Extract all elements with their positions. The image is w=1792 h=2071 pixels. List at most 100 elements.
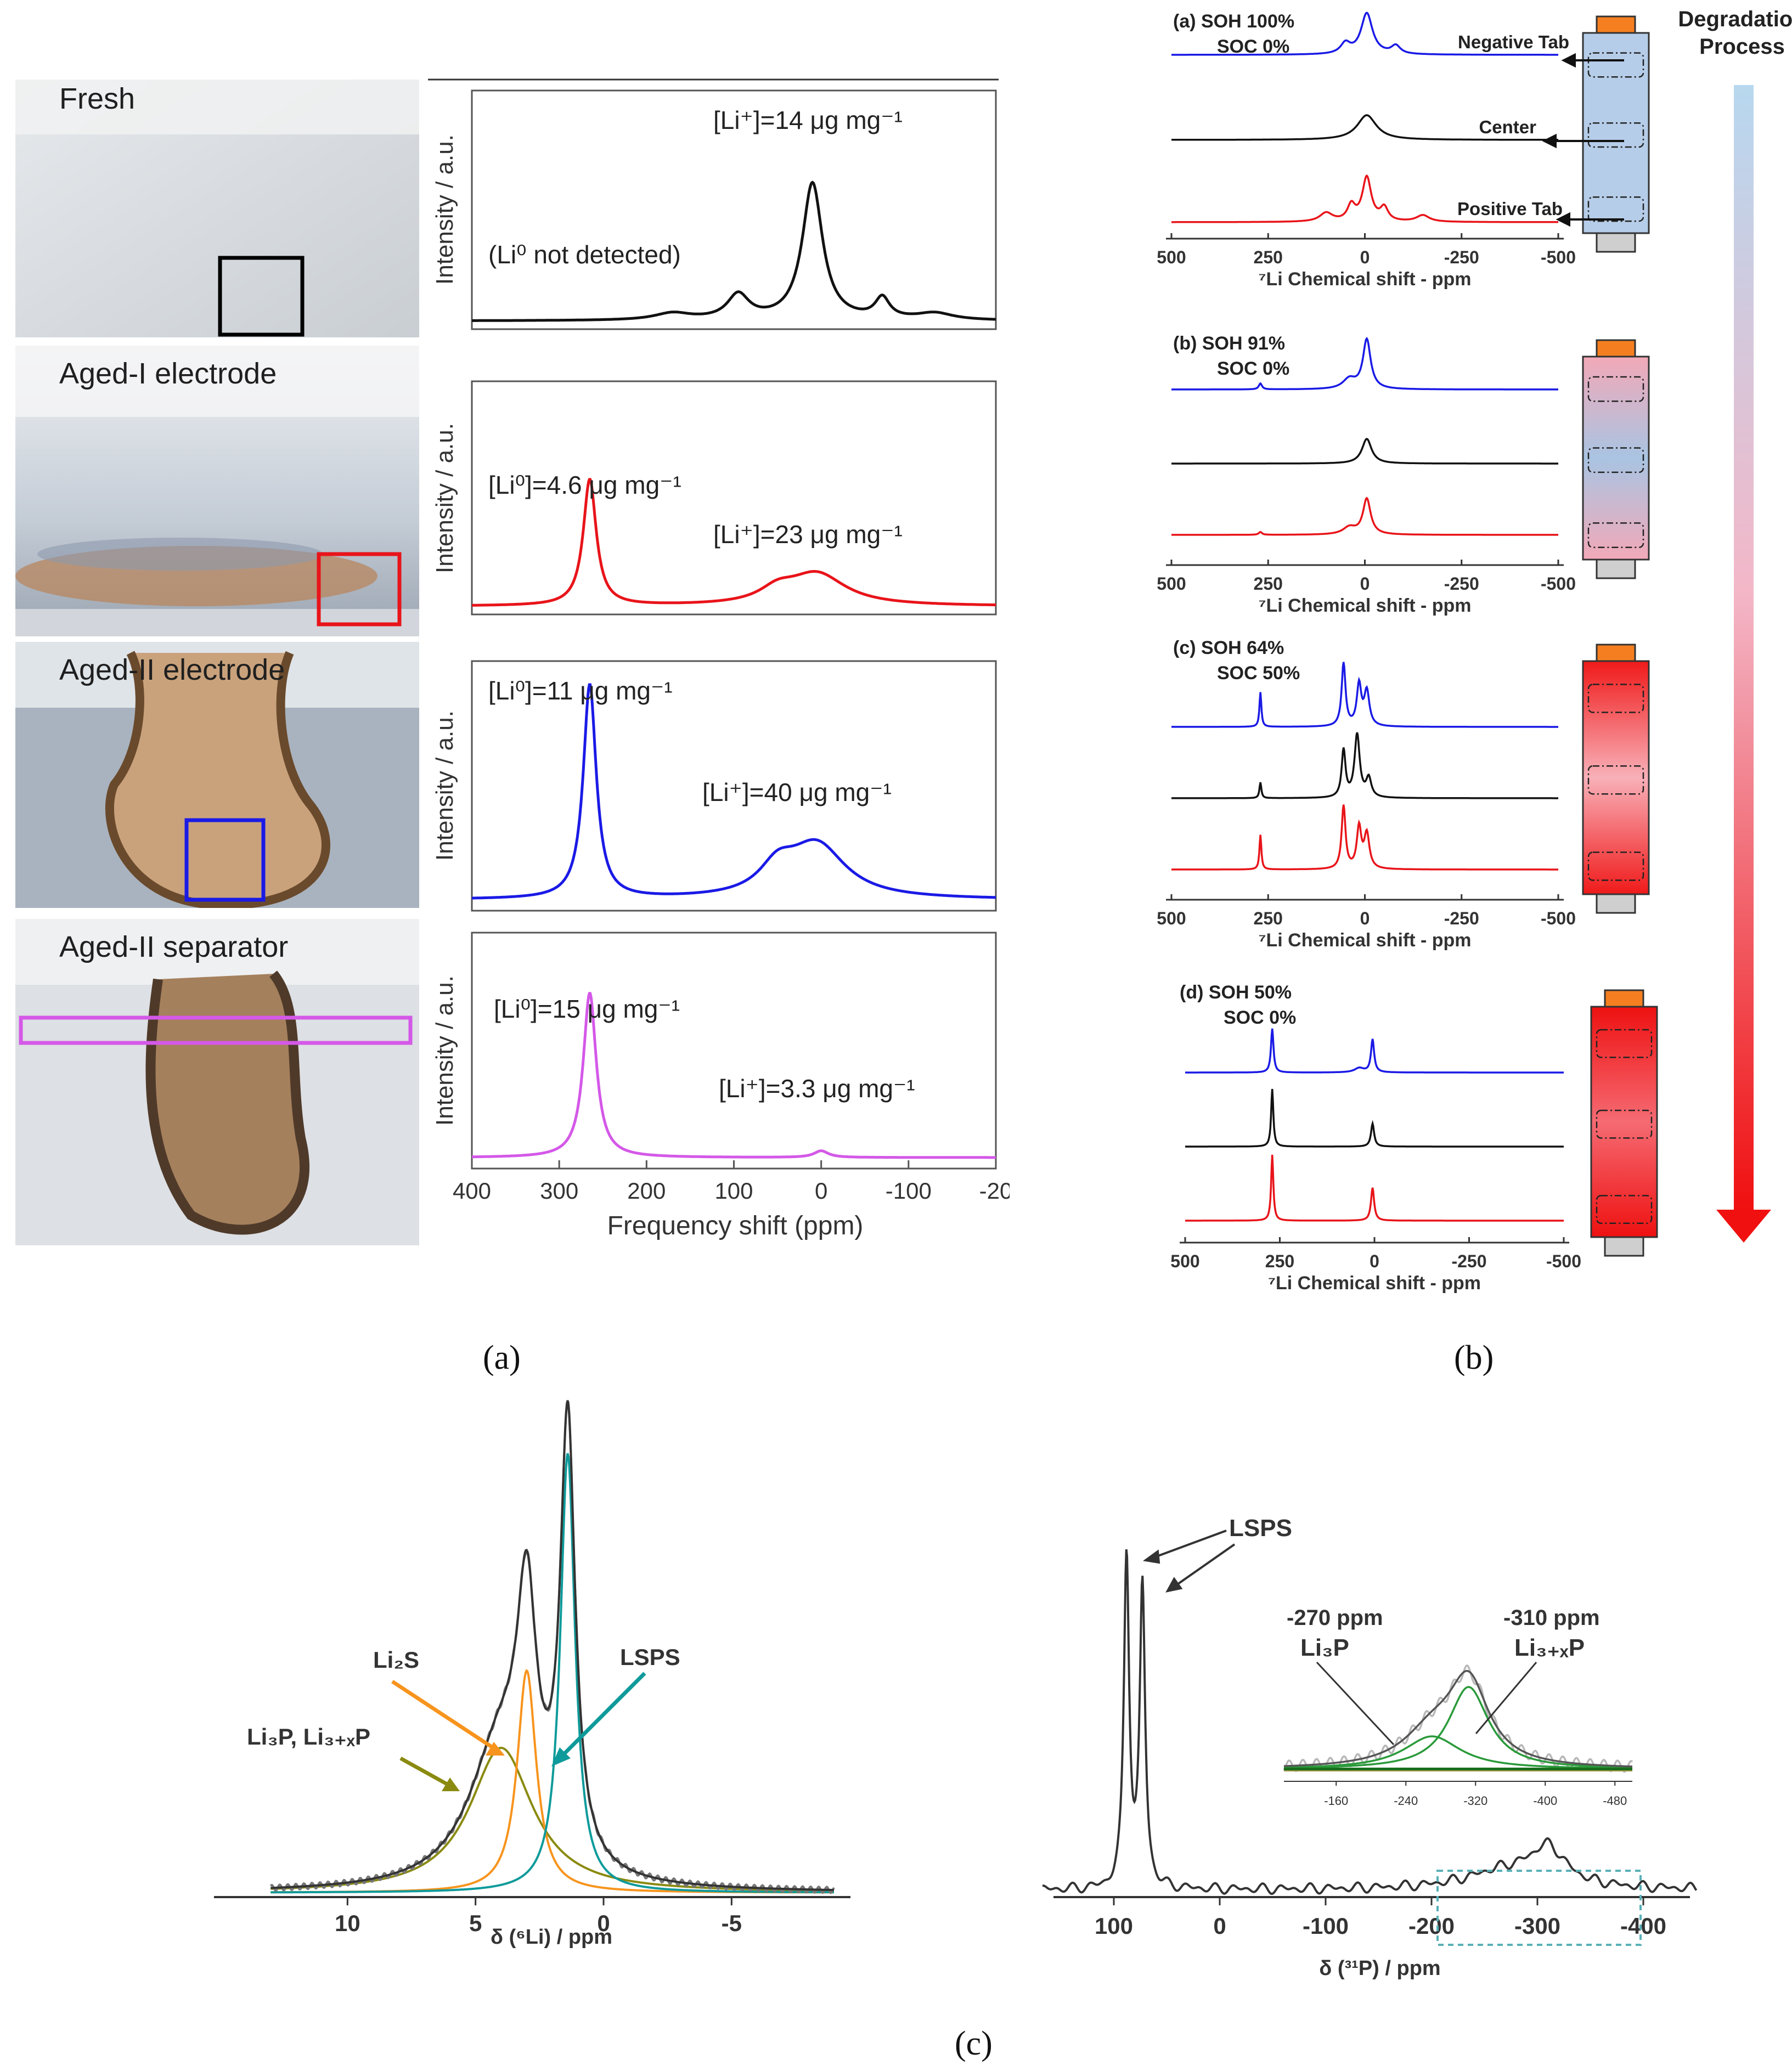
degradation-title-2: Process <box>1699 35 1785 59</box>
c-inset-xtick: -320 <box>1463 1794 1487 1808</box>
c-inset-li3xp-fit <box>1284 1686 1632 1769</box>
b-xtick: 250 <box>1254 247 1283 267</box>
c-right-inset-region <box>1436 1870 1642 1946</box>
b-spectrum-c-negative <box>1171 662 1558 728</box>
ylabel-aged1: Intensity / a.u. <box>431 423 458 573</box>
c-label-li3p: Li₃P, Li₃₊ₓP <box>247 1724 370 1750</box>
b-xtick: -250 <box>1451 1251 1486 1271</box>
photo-label-aged1: Aged-I electrode <box>59 357 277 390</box>
c-left-xtick: 0 <box>597 1910 610 1936</box>
b-tag-d: (d) SOH 50% <box>1180 982 1292 1003</box>
ylabel-separator: Intensity / a.u. <box>431 975 458 1126</box>
c-right-xtick: -300 <box>1514 1913 1560 1939</box>
b-xtick: -500 <box>1541 247 1576 267</box>
b-soc-d: SOC 0% <box>1224 1007 1296 1028</box>
annot-aged1-li-plus: [Li⁺]=23 μg mg⁻¹ <box>713 520 903 549</box>
b-xtick: -500 <box>1546 1251 1581 1271</box>
c-inset-li3p-fit <box>1283 1735 1632 1769</box>
b-spectrum-d-positive <box>1185 1154 1564 1222</box>
panel-c-right: 100 0 -100 -200 -300 -400 δ (³¹P) / ppm LSPS … <box>1042 1515 1698 1980</box>
panel-a-xaxis: 400 300 200 100 0 -100 -20 <box>453 1160 1010 1204</box>
b-xtick: -250 <box>1444 247 1479 267</box>
aged2-region-box <box>184 818 266 902</box>
c-right-xtick: -100 <box>1303 1913 1349 1939</box>
b-spectrum-a-center <box>1171 114 1558 141</box>
annot-fresh-li0: (Li⁰ not detected) <box>488 240 681 269</box>
panel-c-left-xaxis: 10 5 0 -5 <box>335 1897 742 1936</box>
fresh-region-box <box>218 256 305 337</box>
annot-aged1-li0: [Li⁰]=4.6 μg mg⁻¹ <box>488 471 681 499</box>
panel-a-spectra: Intensity / a.u. Intensity / a.u. Intens… <box>428 78 1010 1240</box>
b-xtick: 0 <box>1360 908 1370 928</box>
b-soc-a: SOC 0% <box>1217 36 1289 57</box>
c-right-xtick: 100 <box>1095 1913 1133 1939</box>
caption-a: (a) <box>483 1339 521 1376</box>
c-left-xtick: -5 <box>722 1910 742 1936</box>
annot-aged2-li-plus: [Li⁺]=40 μg mg⁻¹ <box>702 778 892 806</box>
b-spectrum-b-center <box>1171 438 1558 465</box>
degradation-title-1: Degradation <box>1678 7 1792 31</box>
b-xtick: 500 <box>1157 247 1186 267</box>
b-soc-b: SOC 0% <box>1217 358 1289 379</box>
panel-c-right-xaxis: 100 0 -100 -200 -300 -400 <box>1095 1897 1666 1939</box>
a-xtick: 400 <box>453 1178 491 1204</box>
pos-negative-tab: Negative Tab <box>1458 32 1569 52</box>
annot-aged2-li0: [Li⁰]=11 μg mg⁻¹ <box>488 676 673 705</box>
b-tag-a: (a) SOH 100% <box>1173 11 1294 32</box>
c-inset-270: -270 ppm <box>1287 1606 1383 1630</box>
ylabel-aged2: Intensity / a.u. <box>431 710 458 861</box>
panel-c-left: 10 5 0 -5 δ (⁶Li) / ppm Li₂S LSPS Li₃P, Li₃… <box>214 1400 850 1949</box>
b-spectrum-c-positive <box>1171 804 1558 871</box>
b-xlabel: ⁷Li Chemical shift - ppm <box>1258 930 1471 951</box>
b-xtick: 500 <box>1157 908 1186 928</box>
c-inset-li3p: Li₃P <box>1300 1634 1349 1661</box>
b-xtick: 0 <box>1360 574 1370 594</box>
b-xtick: -250 <box>1444 908 1479 928</box>
b-xlabel: ⁷Li Chemical shift - ppm <box>1268 1273 1481 1294</box>
spectrum-aged2 <box>472 683 996 900</box>
b-spectrum-b-negative <box>1171 336 1558 391</box>
c-right-inset: -160 -240 -320 -400 -480 <box>1283 1661 1633 1808</box>
a-xtick: 200 <box>627 1178 666 1204</box>
c-right-xtick: -400 <box>1620 1913 1666 1939</box>
c-inset-xtick: -400 <box>1533 1794 1557 1808</box>
spectrum-fresh <box>472 180 996 322</box>
b-xtick: 500 <box>1170 1251 1199 1271</box>
degradation-arrow-shaft <box>1734 85 1754 1210</box>
photo-aged1-electrode: Aged-I electrode <box>15 346 419 636</box>
c-inset-xtick: -160 <box>1324 1794 1348 1808</box>
c-fit-lsps <box>271 1453 834 1894</box>
c-inset-310: -310 ppm <box>1503 1606 1600 1630</box>
b-xtick: 250 <box>1254 908 1283 928</box>
annot-fresh-li-plus: [Li⁺]=14 μg mg⁻¹ <box>713 106 903 134</box>
b-xtick: 0 <box>1360 247 1370 267</box>
c-left-xlabel: δ (⁶Li) / ppm <box>491 1926 612 1949</box>
b-xtick: 500 <box>1157 574 1186 594</box>
c-left-xtick: 10 <box>335 1910 360 1936</box>
pos-positive-tab: Positive Tab <box>1457 199 1563 219</box>
b-xtick: 0 <box>1370 1251 1379 1271</box>
a-xtick: 100 <box>714 1178 753 1204</box>
b-xtick: -500 <box>1541 574 1576 594</box>
c-right-xtick: -200 <box>1408 1913 1455 1939</box>
panel-a-xlabel: Frequency shift (ppm) <box>607 1211 864 1240</box>
b-spectrum-a-negative <box>1171 12 1558 56</box>
b-tag-b: (b) SOH 91% <box>1173 333 1285 354</box>
spectrum-aged1 <box>472 478 996 607</box>
caption-c: (c) <box>955 2025 993 2062</box>
spectrum-separator <box>471 992 996 1159</box>
c-right-label-lsps: LSPS <box>1229 1515 1292 1542</box>
aged1-region-box <box>317 552 402 627</box>
annot-sep-li0: [Li⁰]=15 μg mg⁻¹ <box>494 995 680 1023</box>
b-xtick: 250 <box>1254 574 1283 594</box>
c-label-li2s: Li₂S <box>373 1647 419 1673</box>
annot-sep-li-plus: [Li⁺]=3.3 μg mg⁻¹ <box>719 1074 915 1103</box>
degradation-arrow-head <box>1716 1210 1771 1243</box>
b-soc-c: SOC 50% <box>1217 663 1300 684</box>
a-xtick: 300 <box>540 1178 578 1204</box>
b-tag-c: (c) SOH 64% <box>1173 637 1284 658</box>
b-spectrum-c-center <box>1171 732 1558 799</box>
b-xtick: -250 <box>1444 574 1479 594</box>
c-label-lsps: LSPS <box>620 1644 680 1670</box>
c-inset-xtick: -480 <box>1603 1794 1627 1808</box>
